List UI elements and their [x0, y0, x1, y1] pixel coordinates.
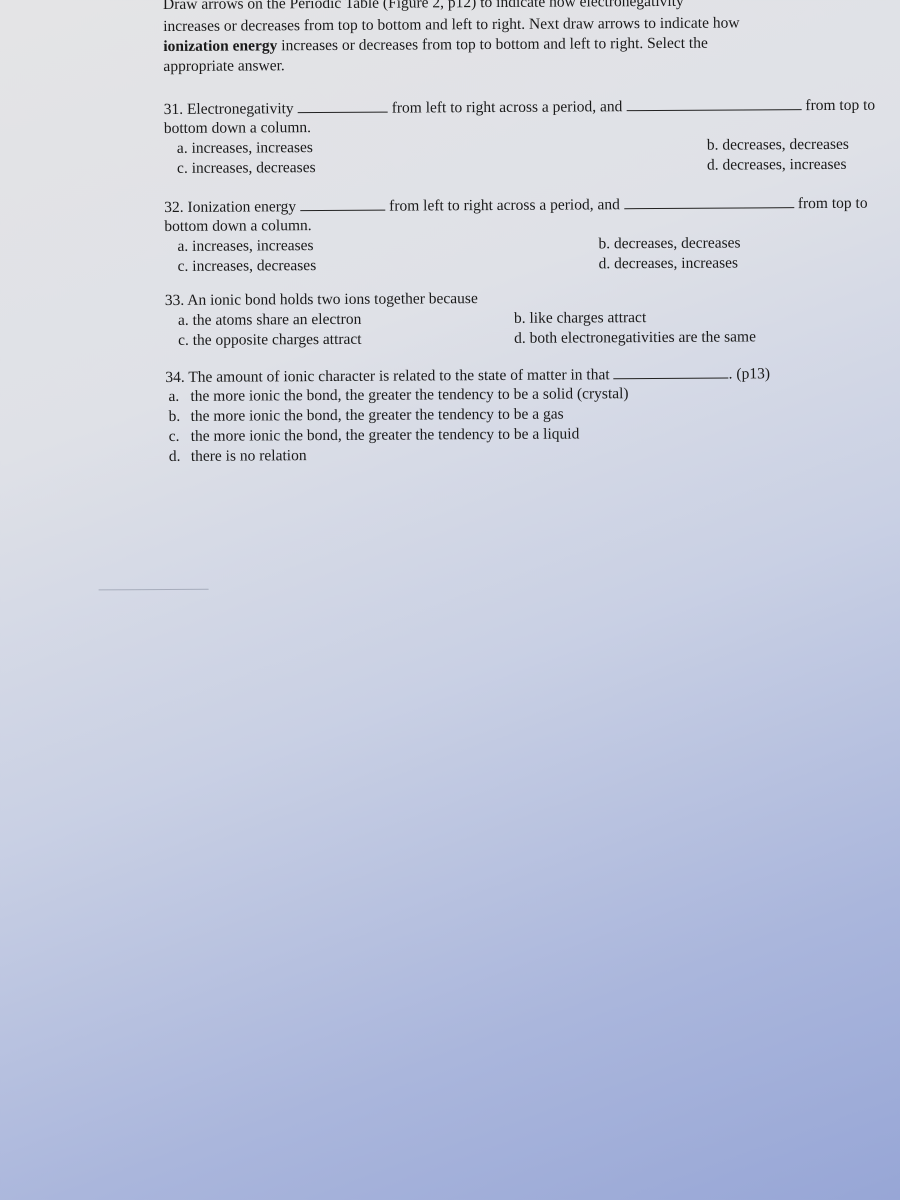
stem-text: from left to right across a period, and — [391, 98, 623, 117]
option-text: decreases, decreases — [613, 234, 741, 253]
option-text: the more ionic the bond, the greater the… — [190, 385, 629, 405]
option-letter: d. — [514, 329, 526, 347]
option: a. the atoms share an electron — [178, 310, 361, 331]
option-letter: c. — [168, 427, 180, 445]
option: b. like charges attract — [514, 308, 646, 329]
option-letter: d. — [706, 156, 719, 174]
stem-text: An ionic bond holds two ions together be… — [187, 290, 478, 309]
option-letter: a. — [168, 387, 180, 405]
stem-text: Electronegativity — [186, 100, 294, 118]
option-text: the atoms share an electron — [192, 310, 362, 329]
option: c. increases, decreases — [178, 256, 317, 277]
question-number: 32. — [164, 198, 184, 217]
option: d. there is no relation — [169, 446, 307, 467]
question-stem: 33. An ionic bond holds two ions togethe… — [165, 289, 478, 311]
bleed-through-line — [98, 588, 209, 591]
option-text: the opposite charges attract — [192, 330, 362, 349]
stem-text: The amount of ionic character is related… — [188, 366, 610, 386]
question-stem: bottom down a column. — [163, 119, 312, 138]
option-text: decreases, increases — [722, 155, 847, 174]
option-text: the more ionic the bond, the greater the… — [190, 405, 564, 425]
answer-blank — [623, 193, 794, 210]
option-text: both electronegativities are the same — [529, 328, 757, 347]
question-number: 34. — [165, 368, 185, 386]
option-text: decreases, decreases — [722, 135, 849, 154]
answer-blank — [300, 195, 386, 212]
option: b. decreases, decreases — [707, 135, 849, 156]
option-letter: b. — [168, 407, 181, 425]
instruction-line: ionization energy increases or decreases… — [163, 34, 708, 57]
question-stem: 31. Electronegativity from left to right … — [164, 95, 876, 120]
instruction-line: Draw arrows on the Periodic Table (Figur… — [162, 0, 684, 14]
option-letter: b. — [513, 309, 526, 327]
question-number: 33. — [164, 291, 185, 309]
option-letter: b. — [706, 136, 719, 154]
option: d. decreases, increases — [707, 155, 847, 176]
question-stem: 32. Ionization energy from left to right … — [164, 193, 868, 218]
option-text: the more ionic the bond, the greater the… — [190, 425, 580, 445]
option: c. increases, decreases — [177, 158, 316, 179]
option: d. decreases, increases — [599, 253, 739, 274]
option: a. increases, increases — [177, 138, 313, 159]
option-letter: b. — [598, 235, 611, 253]
option-text: increases, decreases — [192, 257, 317, 275]
option-text: decreases, increases — [614, 254, 739, 273]
instruction-line: appropriate answer. — [163, 57, 285, 76]
option-letter: a. — [177, 311, 189, 329]
stem-text: from top to — [805, 96, 876, 115]
option: b. the more ionic the bond, the greater t… — [168, 405, 563, 427]
instruction-text: increases or decreases from top to botto… — [281, 34, 708, 55]
option-letter: d. — [168, 447, 181, 465]
option-letter: c. — [177, 257, 189, 275]
option-letter: d. — [598, 255, 611, 273]
option: d. both electronegativities are the same — [514, 327, 756, 348]
stem-text: from left to right across a period, and — [389, 196, 620, 215]
stem-text: Ionization energy — [187, 198, 297, 216]
question-stem: bottom down a column. — [164, 217, 312, 235]
stem-text: from top to — [797, 194, 868, 213]
option-text: there is no relation — [190, 447, 307, 465]
option-text: increases, increases — [192, 237, 314, 255]
option: c. the more ionic the bond, the greater t… — [169, 424, 580, 447]
option-text: increases, decreases — [191, 159, 316, 177]
option-letter: a. — [176, 139, 188, 157]
option: c. the opposite charges attract — [178, 330, 362, 351]
option: a. increases, increases — [177, 236, 313, 257]
option-letter: a. — [177, 237, 189, 255]
stem-text: . (p13) — [728, 365, 771, 383]
option-letter: c. — [176, 159, 188, 177]
option-text: increases, increases — [191, 139, 313, 157]
answer-blank — [613, 363, 729, 380]
option: b. decreases, decreases — [598, 233, 740, 254]
option-text: like charges attract — [529, 309, 647, 327]
bold-term: ionization energy — [163, 37, 278, 56]
question-number: 31. — [163, 100, 184, 119]
option: a. the more ionic the bond, the greater t… — [168, 384, 628, 407]
answer-blank — [297, 97, 388, 114]
answer-blank — [626, 95, 802, 112]
option-letter: c. — [178, 331, 189, 349]
